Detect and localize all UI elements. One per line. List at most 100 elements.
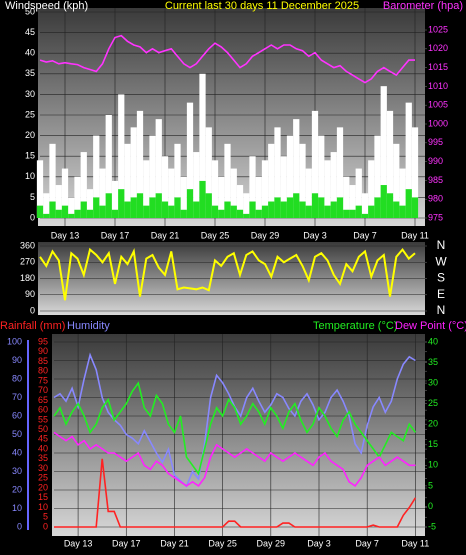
wind-bar [243,193,250,218]
wind-bar [399,205,406,218]
wind-bar [211,160,219,218]
wind-bar [243,213,250,218]
wind-bar [261,205,269,218]
wind-bar [186,102,194,218]
y-tick-label: 10 [38,502,48,512]
y-tick-label: 45 [38,434,48,444]
wind-bar [111,209,119,218]
y-tick-label: 1025 [428,24,448,34]
wind-bar [93,197,100,218]
wind-bar [99,168,106,218]
y-tick-label: 40 [25,48,35,58]
y-tick-label: 90 [12,355,22,365]
y-tick-label: 35 [38,453,48,463]
x-tick-label: Day 25 [201,230,230,240]
wind-bar [199,180,206,218]
wind-bar [393,201,400,218]
wind-bar [311,193,319,218]
wind-bar [49,201,56,218]
wind-bar [136,193,144,218]
wind-bar [330,201,337,218]
wind-bar [293,193,300,218]
y-tick-label: 20 [12,484,22,494]
wind-bar [149,197,156,218]
y-tick-label: 70 [38,385,48,395]
wind-bar [305,205,312,218]
wind-bar [205,193,212,218]
wind-bar [224,143,231,218]
y-tick-label: 80 [38,366,48,376]
y-tick-label: 30 [428,377,438,387]
y-tick-label: 80 [12,373,22,383]
y-tick-label: -5 [428,521,436,531]
y-tick-label: 35 [25,68,35,78]
y-tick-label: 980 [428,194,443,204]
y-tick-label: 180 [20,273,35,283]
wind-bar [324,205,331,218]
wind-bar [280,156,287,218]
wind-bar [155,193,162,218]
wind-bar [349,209,356,218]
x-tick-label: Day 3 [303,230,327,240]
wind-bar [130,197,137,218]
wind-bar [143,205,150,218]
wind-bar [386,110,394,218]
y-tick-label: 0 [30,212,35,222]
wind-bar [405,102,412,218]
legend-label: Humidity [67,320,110,332]
y-tick-label: 55 [38,414,48,424]
x-tick-label: Day 21 [151,230,180,240]
y-tick-label: 65 [38,395,48,405]
wind-bar [118,189,125,218]
wind-bar [368,160,375,218]
wind-bar [286,197,294,218]
wind-bar [118,94,125,218]
y-tick-label: 1020 [428,43,448,53]
wind-bar [343,209,350,218]
legend-label: Temperature (°C) [313,320,397,332]
y-tick-label: 70 [12,392,22,402]
x-tick-label: Day 25 [208,538,237,548]
wind-bar [74,176,81,218]
x-tick-label: Day 11 [401,230,429,240]
wind-bar [168,205,175,218]
wind-bar [211,205,219,218]
wind-bar [268,201,275,218]
wind-bar [174,197,181,218]
y-tick-label: 10 [25,171,35,181]
y-tick-label: 50 [25,6,35,16]
wind-bar [374,197,381,218]
wind-bar [336,127,344,218]
y-tick-label: 990 [428,156,443,166]
wind-bar [80,201,87,218]
x-tick-label: Day 11 [401,538,429,548]
wind-bar [274,197,281,218]
wind-bar [161,156,169,218]
y-tick-label: 40 [428,336,438,346]
y-tick-label: 90 [38,346,48,356]
wind-bar [218,176,225,218]
wind-bar [111,180,119,218]
wind-bar [143,160,150,218]
y-tick-label: 20 [25,130,35,140]
wind-bar [405,189,412,218]
y2-axis-label: Barometer (hpa) [383,0,463,12]
y-tick-label: 45 [25,27,35,37]
y-tick-label: 5 [43,512,48,522]
wind-bar [68,213,75,218]
y-tick-label: 50 [12,429,22,439]
wind-bar [93,135,100,218]
wind-bar [336,197,344,218]
x-tick-label: Day 21 [160,538,189,548]
y-tick-label: 40 [12,447,22,457]
y-tick-label: 985 [428,175,443,185]
wind-bar [49,143,56,218]
wind-bar [55,209,62,218]
wind-bar [124,201,131,218]
y-tick-label: 0 [30,305,35,315]
wind-bar [349,185,356,218]
wind-bar [36,205,44,218]
wind-bar [261,160,269,218]
y-tick-label: 95 [38,336,48,346]
